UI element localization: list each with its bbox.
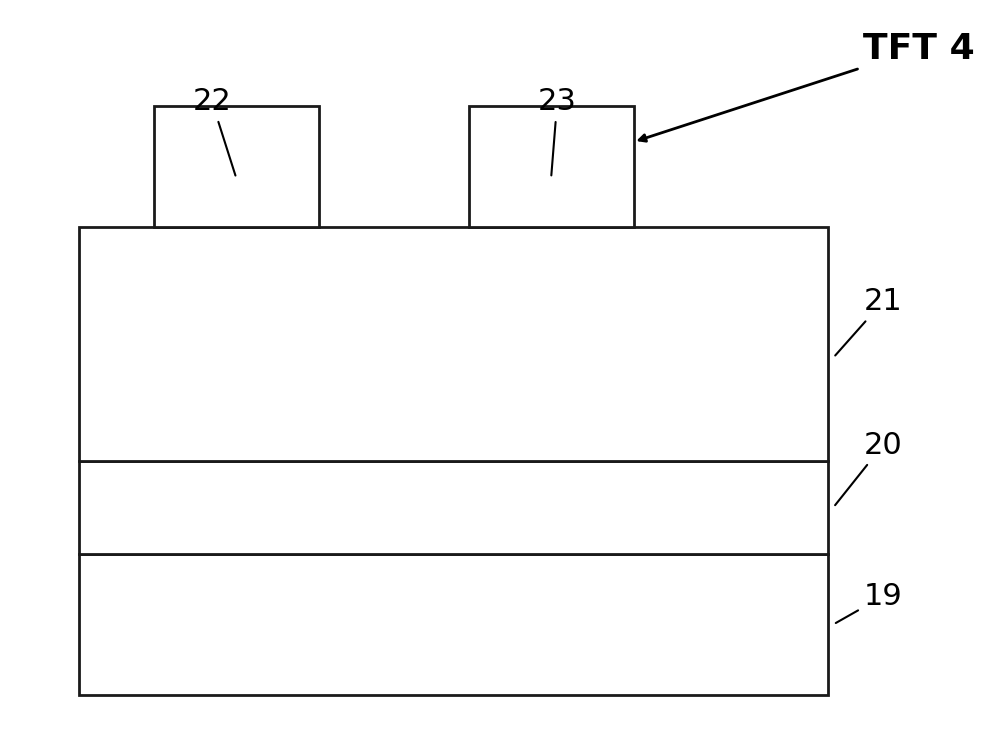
Bar: [79, 461, 829, 554]
Text: TFT 4: TFT 4: [640, 32, 975, 141]
Text: 21: 21: [835, 288, 902, 356]
Text: 23: 23: [538, 88, 577, 175]
Text: 19: 19: [836, 582, 902, 623]
Bar: [79, 226, 829, 461]
Text: 20: 20: [835, 431, 902, 505]
Bar: [154, 106, 318, 226]
Bar: [468, 106, 634, 226]
Text: 22: 22: [192, 88, 235, 175]
Bar: [79, 554, 829, 695]
